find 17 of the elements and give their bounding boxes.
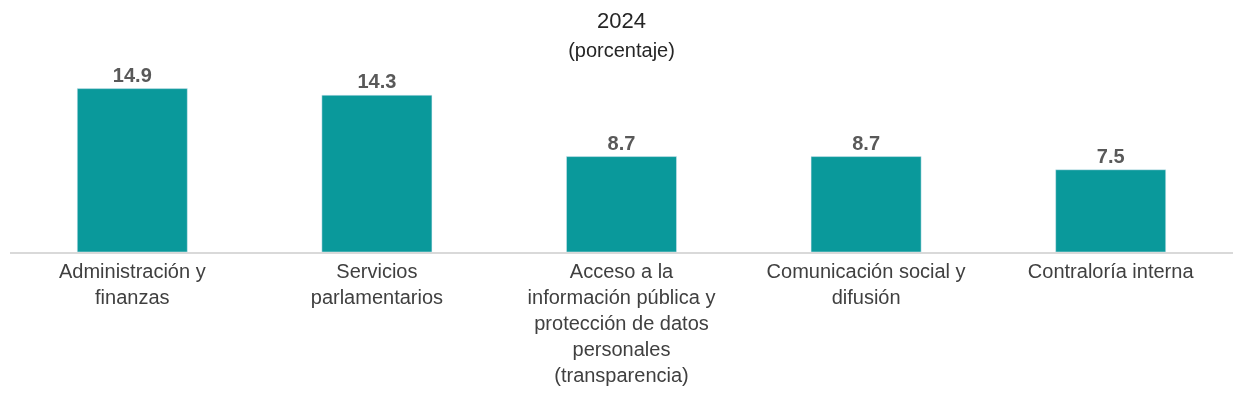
- bar: [1055, 169, 1166, 252]
- x-tick-label: Comunicación social y difusión: [766, 260, 966, 308]
- data-label: 8.7: [607, 131, 636, 154]
- chart-subtitle: (porcentaje): [568, 38, 675, 61]
- chart-title: 2024: [597, 8, 646, 34]
- x-tick-label: Servicios parlamentarios: [310, 260, 444, 308]
- bar: [77, 88, 188, 252]
- bar: [321, 94, 433, 252]
- data-label: 7.5: [1096, 144, 1125, 167]
- x-tick-label: Acceso a la información pública y protección de datos personales (transparencia): [527, 260, 716, 386]
- bar: [566, 156, 677, 252]
- x-tick-label: Contraloría interna: [1027, 260, 1195, 282]
- x-tick-label: Administración y finanzas: [58, 260, 206, 308]
- data-label: 14.3: [357, 70, 397, 93]
- data-label: 14.9: [112, 63, 152, 86]
- bar: [810, 156, 922, 252]
- data-label: 8.7: [852, 131, 881, 154]
